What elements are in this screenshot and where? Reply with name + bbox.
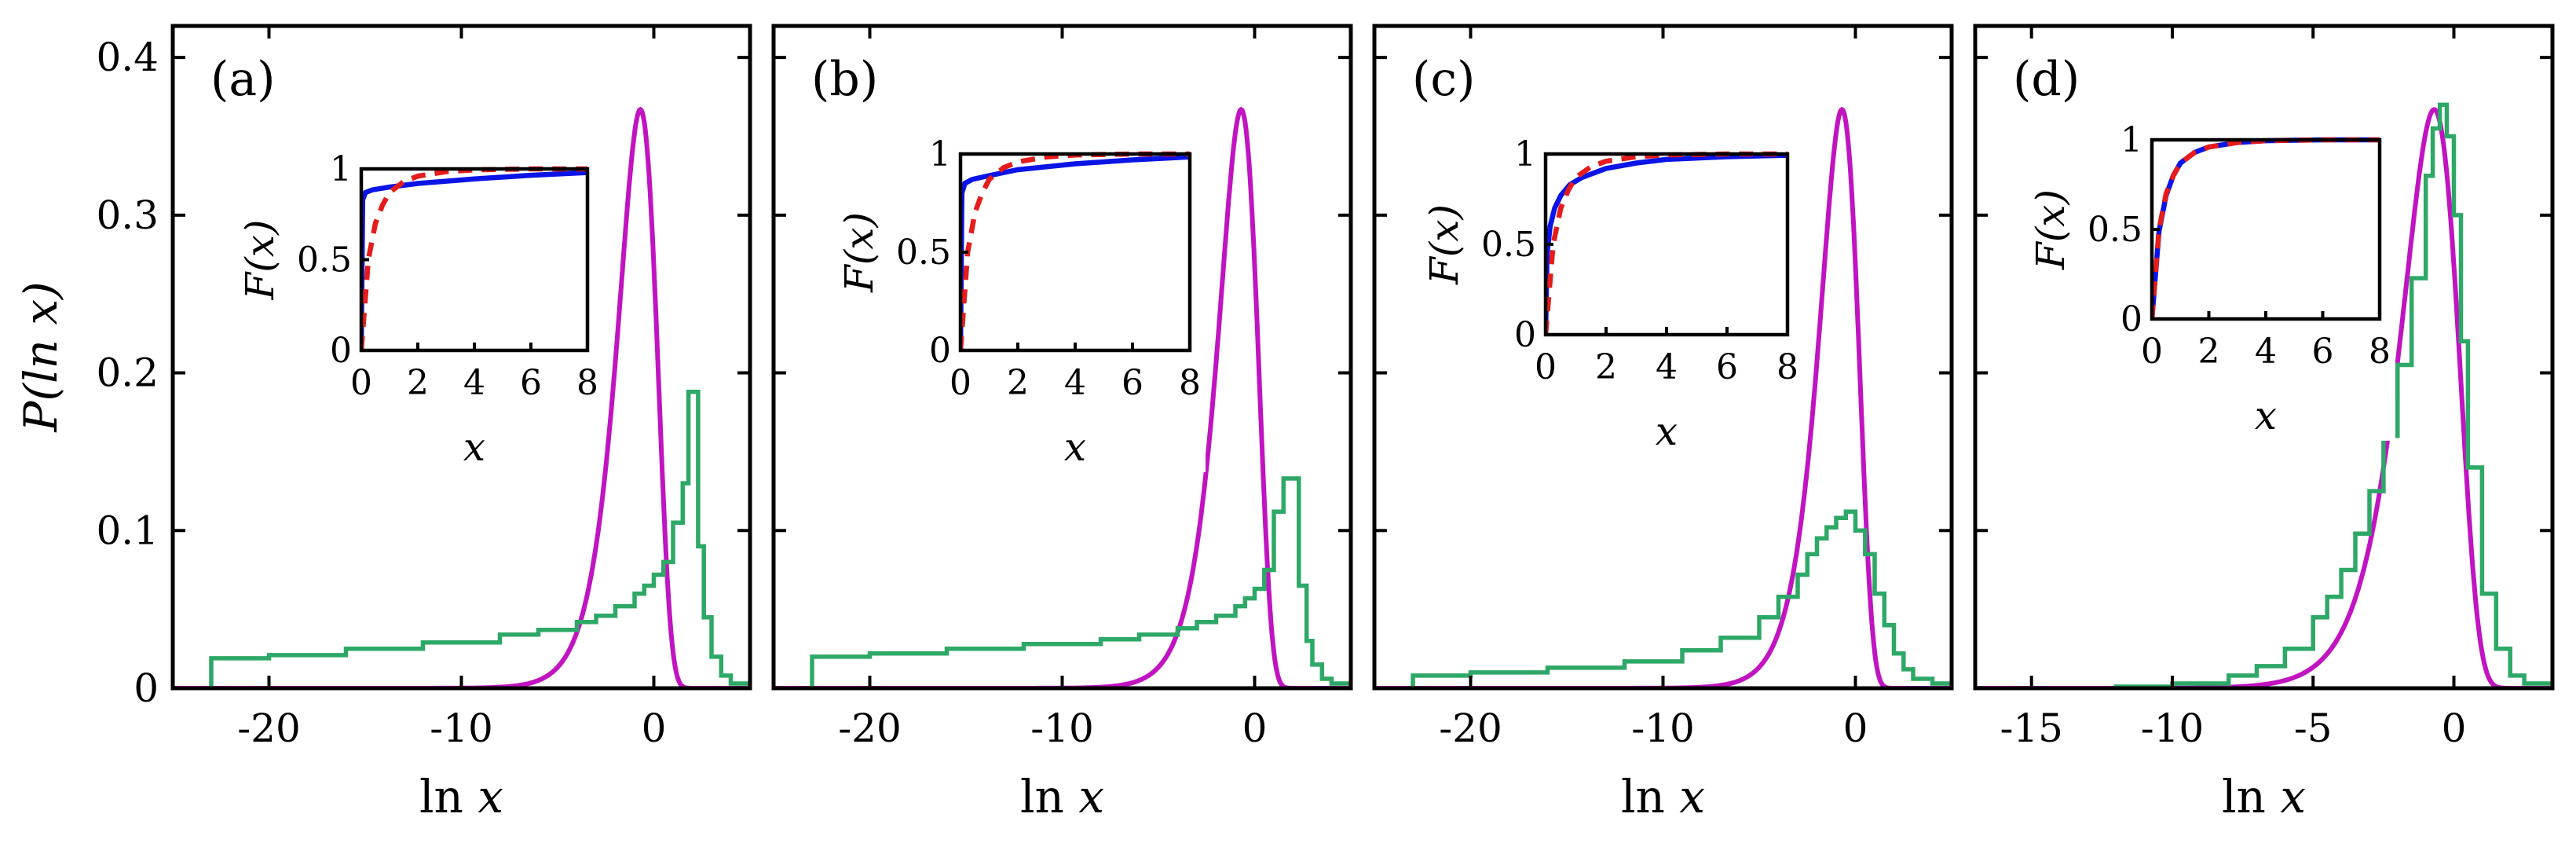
inset-x-axis-title: x — [1656, 409, 1678, 454]
inset-x-axis-title: x — [2255, 393, 2277, 438]
inset-y-tick-label: 0.5 — [297, 240, 352, 280]
y-tick-label: 0.2 — [96, 350, 159, 396]
x-axis-title: ln x — [1020, 770, 1104, 823]
panel-label: (a) — [210, 52, 276, 107]
inset-x-tick-label: 0 — [350, 363, 372, 403]
inset-cdf: 00.510 2 4 6 8xF(x) — [1422, 130, 1803, 456]
inset-x-tick-label: 0 — [950, 363, 971, 403]
panel-d: -15 -10 -5 0ln x(d)00.510 2 4 6 8xF(x) — [1973, 24, 2555, 823]
inset-x-tick-label: 4 — [1656, 347, 1678, 387]
x-tick-label: -20 — [237, 706, 301, 751]
x-tick-label: 0 — [642, 706, 667, 751]
inset-x-tick-label: 4 — [1064, 363, 1086, 403]
inset-x-tick-label: 8 — [2369, 332, 2391, 372]
inset-plot-area — [1546, 151, 1787, 335]
inset-x-tick-label: 8 — [1776, 347, 1798, 387]
inset-x-tick-label: 0 — [2141, 332, 2163, 372]
inset-y-tick-label: 1 — [330, 149, 352, 189]
empirical-cdf-line — [961, 154, 1190, 350]
y-axis-title: P(ln x) — [14, 281, 68, 432]
plot-area — [1975, 102, 2552, 688]
x-tick-label: 0 — [1843, 706, 1868, 751]
inset-y-axis-title: F(x) — [237, 220, 283, 301]
inset-x-tick-label: 0 — [1535, 347, 1557, 387]
x-axis-title: ln x — [419, 770, 503, 823]
panel-label: (b) — [811, 52, 878, 107]
y-tick-label: 0.4 — [96, 35, 159, 80]
inset-x-axis-title: x — [463, 424, 485, 470]
inset-x-tick-label: 4 — [463, 363, 485, 403]
inset-y-tick-label: 0 — [330, 331, 352, 371]
inset-background — [874, 130, 1206, 472]
histogram-step — [810, 476, 1351, 688]
x-axis-title: ln x — [1621, 770, 1705, 823]
inset-cdf: 00.510 2 4 6 8xF(x) — [237, 145, 603, 472]
gumbel-fit-curve — [1975, 107, 2552, 688]
x-tick-label: -15 — [2000, 706, 2063, 751]
inset-y-axis-title: F(x) — [836, 212, 882, 293]
x-tick-label: -20 — [1439, 706, 1502, 751]
inset-y-tick-label: 0.5 — [896, 233, 951, 273]
panel-a: 00.10.20.30.4-20 -10 0ln x(a)00.510 2 4 6 8xF(… — [96, 24, 752, 823]
panel-b: -20 -10 0ln x(b)00.510 2 4 6 8xF(x) — [771, 24, 1353, 823]
inset-x-tick-label: 8 — [576, 363, 598, 403]
y-tick-label: 0 — [134, 665, 159, 711]
x-tick-label: -10 — [1631, 706, 1695, 751]
x-tick-label: -10 — [2141, 706, 2205, 751]
x-tick-label: -5 — [2294, 706, 2333, 751]
inset-cdf: 00.510 2 4 6 8xF(x) — [836, 130, 1206, 472]
inset-y-tick-label: 0.5 — [2088, 210, 2142, 250]
x-tick-label: 0 — [1242, 706, 1268, 751]
x-tick-label: 0 — [2442, 706, 2467, 751]
x-tick-label: -10 — [1030, 706, 1094, 751]
inset-x-tick-label: 6 — [520, 363, 542, 403]
inset-y-tick-label: 0 — [929, 331, 951, 371]
y-tick-label: 0.3 — [96, 192, 159, 238]
y-tick-label: 0.1 — [96, 508, 159, 553]
inset-x-tick-label: 2 — [2198, 332, 2220, 372]
inset-x-axis-title: x — [1064, 424, 1086, 470]
histogram-step — [1411, 509, 1952, 688]
inset-x-tick-label: 4 — [2255, 332, 2277, 372]
inset-background — [1459, 130, 1803, 456]
inset-y-axis-title: F(x) — [1422, 204, 1467, 285]
panel-label: (c) — [1412, 52, 1475, 107]
inset-x-tick-label: 2 — [407, 363, 429, 403]
empirical-cdf-line — [1546, 152, 1787, 335]
inset-background — [275, 145, 603, 472]
inset-y-tick-label: 0.5 — [1481, 225, 1536, 265]
inset-x-tick-label: 2 — [1595, 347, 1617, 387]
inset-y-tick-label: 1 — [2120, 120, 2142, 160]
x-tick-label: -10 — [430, 706, 493, 751]
inset-x-tick-label: 6 — [1716, 347, 1738, 387]
inset-background — [2066, 116, 2395, 441]
inset-y-tick-label: 0 — [1514, 315, 1536, 355]
panel-c: -20 -10 0ln x(c)00.510 2 4 6 8xF(x) — [1372, 24, 1954, 823]
empirical-cdf-line — [361, 170, 587, 350]
histogram-step — [2113, 102, 2552, 688]
inset-x-tick-label: 8 — [1179, 363, 1201, 403]
inset-y-tick-label: 0 — [2120, 299, 2142, 339]
inset-x-tick-label: 6 — [1122, 363, 1143, 403]
inset-cdf: 00.510 2 4 6 8xF(x) — [2028, 116, 2395, 441]
histogram-step — [209, 389, 750, 688]
inset-y-tick-label: 1 — [929, 134, 951, 174]
panel-label: (d) — [2013, 52, 2080, 107]
inset-y-axis-title: F(x) — [2028, 189, 2073, 270]
x-axis-title: ln x — [2222, 770, 2306, 823]
inset-x-tick-label: 2 — [1007, 363, 1029, 403]
inset-x-tick-label: 6 — [2312, 332, 2334, 372]
x-tick-label: -20 — [838, 706, 902, 751]
plot-frame — [1973, 24, 2555, 691]
inset-y-tick-label: 1 — [1514, 134, 1536, 174]
